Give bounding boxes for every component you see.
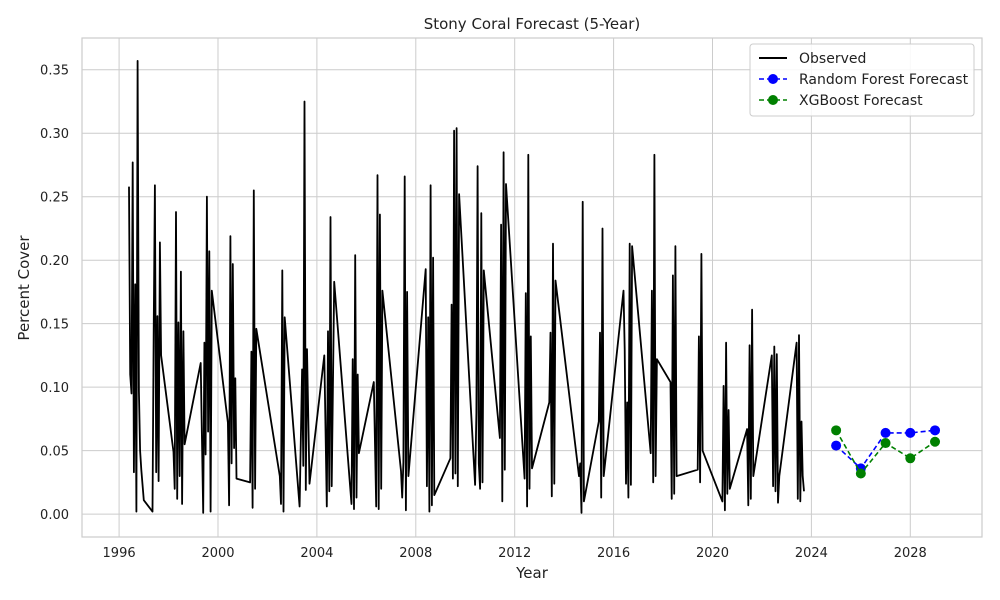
data-point-xgboost-forecast — [930, 436, 941, 447]
y-tick-label: 0.20 — [40, 254, 69, 269]
chart-title: Stony Coral Forecast (5-Year) — [424, 15, 641, 33]
legend-box — [749, 43, 975, 117]
data-point-xgboost-forecast — [880, 438, 891, 449]
x-tick-label: 2020 — [696, 546, 729, 561]
tick-labels: 1996 2000 2004 2008 2012 2016 2020 2024 2028 0.00… — [40, 64, 927, 561]
x-tick-label: 2028 — [894, 546, 927, 561]
y-tick-label: 0.15 — [40, 318, 69, 333]
y-tick-label: 0.35 — [40, 64, 69, 79]
data-point-random-forest-forecast — [930, 425, 941, 436]
x-tick-label: 2016 — [597, 546, 630, 561]
legend-xgboost-marker — [768, 95, 778, 105]
x-tick-label: 2008 — [399, 546, 432, 561]
plot-frame — [81, 37, 983, 538]
legend: Observed Random Forest Forecast XGBoost … — [749, 43, 975, 117]
y-tick-label: 0.25 — [40, 191, 69, 206]
data-point-random-forest-forecast — [880, 427, 891, 438]
y-axis-label: Percent Cover — [15, 235, 33, 341]
y-tick-label: 0.00 — [40, 508, 69, 523]
legend-observed-label: Observed — [799, 51, 866, 67]
legend-random-forest-label: Random Forest Forecast — [799, 72, 969, 88]
data-point-xgboost-forecast — [905, 453, 916, 464]
y-tick-label: 0.05 — [40, 445, 69, 460]
x-tick-label: 2004 — [300, 546, 333, 561]
x-tick-label: 2024 — [795, 546, 828, 561]
series-layer — [128, 60, 941, 514]
y-tick-label: 0.30 — [40, 127, 69, 142]
x-axis-label: Year — [515, 564, 549, 582]
y-tick-label: 0.10 — [40, 381, 69, 396]
data-point-xgboost-forecast — [855, 468, 866, 479]
data-point-xgboost-forecast — [831, 425, 842, 436]
x-tick-label: 2000 — [201, 546, 234, 561]
x-tick-label: 2012 — [498, 546, 531, 561]
data-point-random-forest-forecast — [905, 427, 916, 438]
data-point-random-forest-forecast — [831, 440, 842, 451]
series-line-observed — [128, 60, 805, 514]
legend-xgboost-label: XGBoost Forecast — [799, 93, 923, 109]
x-tick-label: 1996 — [103, 546, 136, 561]
legend-random-forest-marker — [768, 74, 778, 84]
